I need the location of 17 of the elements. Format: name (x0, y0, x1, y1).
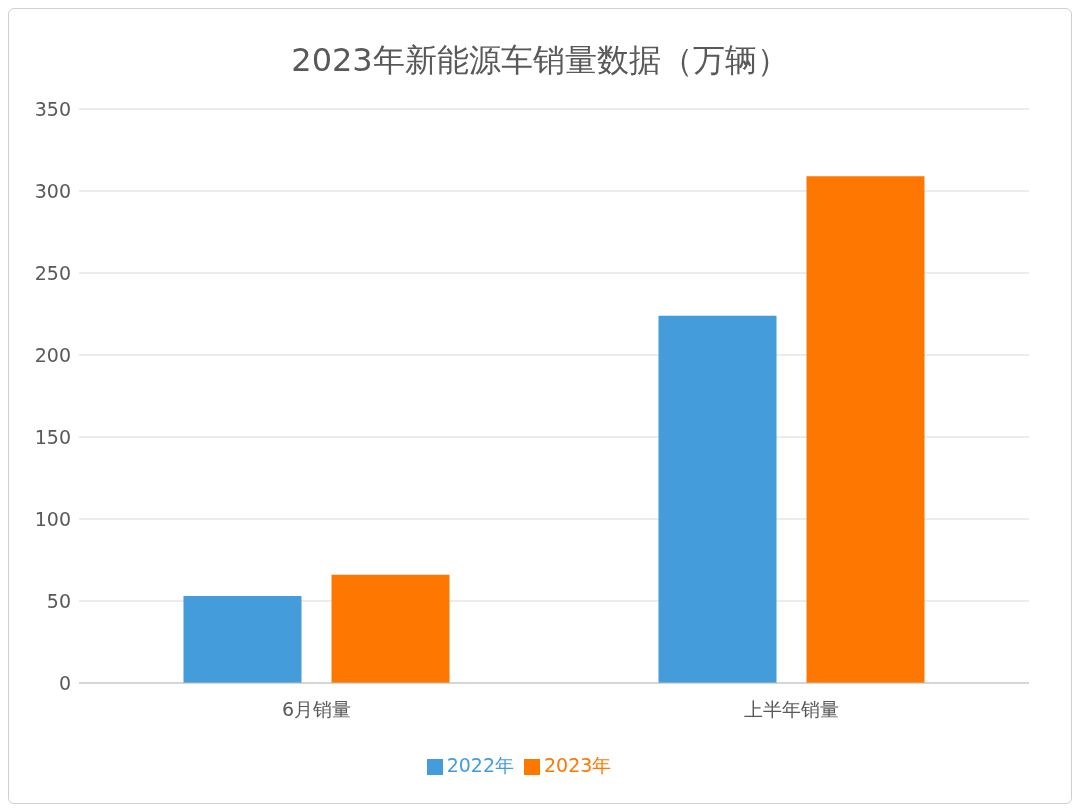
legend-label: 2022年 (446, 754, 514, 776)
y-tick-label: 50 (46, 589, 71, 612)
y-tick-label: 0 (58, 671, 71, 694)
y-tick-label: 100 (34, 507, 71, 530)
bar (658, 315, 777, 683)
chart-title: 2023年新能源车销量数据（万辆） (290, 40, 790, 81)
bar (806, 176, 925, 683)
x-tick-label: 上半年销量 (744, 698, 839, 721)
x-tick-label: 6月销量 (281, 698, 352, 721)
bar (183, 596, 302, 683)
bar (331, 574, 450, 683)
y-tick-label: 250 (34, 261, 71, 284)
y-tick-label: 300 (34, 179, 71, 202)
y-tick-label: 200 (34, 343, 71, 366)
legend-label: 2023年 (544, 754, 612, 776)
y-tick-label: 350 (34, 97, 71, 120)
y-tick-label: 150 (34, 425, 71, 448)
